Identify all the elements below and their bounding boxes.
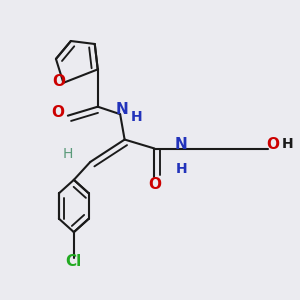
Text: O: O	[266, 136, 279, 152]
Text: H: H	[63, 148, 73, 161]
Text: Cl: Cl	[66, 254, 82, 269]
Text: H: H	[176, 162, 187, 176]
Text: N: N	[175, 136, 188, 152]
Text: O: O	[148, 177, 161, 192]
Text: H: H	[131, 110, 142, 124]
Text: H: H	[281, 137, 293, 151]
Text: O: O	[51, 105, 64, 120]
Text: N: N	[115, 102, 128, 117]
Text: O: O	[52, 74, 65, 89]
